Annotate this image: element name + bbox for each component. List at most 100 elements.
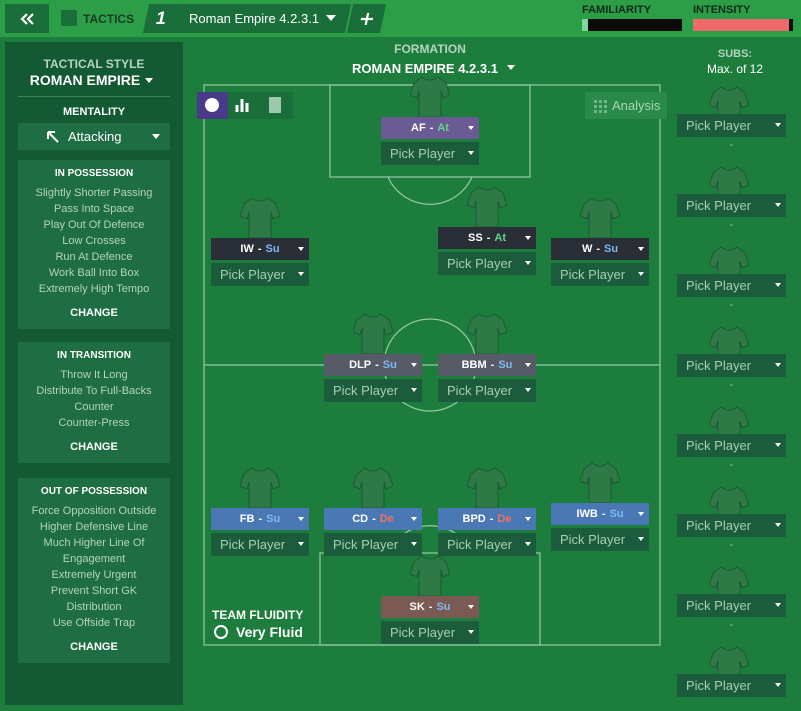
separator: - xyxy=(375,359,379,371)
instruction: Counter xyxy=(74,401,114,413)
pick-player[interactable]: Pick Player xyxy=(438,533,536,556)
top-bar: TACTICS 1 Roman Empire 4.2.3.1 FAMILIARI… xyxy=(0,0,801,37)
dropdown-arrow xyxy=(298,272,304,276)
instruction: Higher Defensive Line xyxy=(39,521,149,533)
dropdown-arrow xyxy=(638,537,644,541)
pick-player[interactable]: Pick Player xyxy=(438,379,536,402)
pick-player[interactable]: Pick Player xyxy=(211,263,309,286)
change-button[interactable]: CHANGE xyxy=(70,307,118,319)
duty: Su xyxy=(266,513,281,525)
role-bar[interactable]: SK - Su xyxy=(381,596,479,618)
tactics-icon xyxy=(61,10,77,26)
pick-player[interactable]: Pick Player xyxy=(551,528,649,551)
instruction: Force Opposition Outside xyxy=(31,505,157,517)
instruction: Play Out Of Defence xyxy=(43,219,145,231)
change-button[interactable]: CHANGE xyxy=(70,441,118,453)
dropdown-arrow xyxy=(775,443,781,447)
duty: Su xyxy=(265,243,280,255)
dropdown-arrow xyxy=(468,605,474,609)
role-bar[interactable]: BPD - De xyxy=(438,508,536,530)
shirt xyxy=(353,313,393,355)
role-bar[interactable]: FB - Su xyxy=(211,508,309,530)
pick-player[interactable]: Pick Player xyxy=(677,434,786,457)
sub-note: - xyxy=(729,139,734,151)
instruction: Pass Into Space xyxy=(53,203,135,215)
intensity-label: INTENSITY xyxy=(693,4,751,16)
fluidity-icon xyxy=(214,625,228,639)
sub-note: - xyxy=(729,379,734,391)
shirt xyxy=(467,186,507,228)
sub-note: - xyxy=(729,539,734,551)
add-tactic-button[interactable] xyxy=(346,4,387,33)
role-bar[interactable]: BBM - Su xyxy=(438,354,536,376)
pick-player[interactable]: Pick Player xyxy=(381,621,479,644)
tactic-name: Roman Empire 4.2.3.1 xyxy=(189,11,320,26)
left-panel: TACTICAL STYLE ROMAN EMPIRE MENTALITY At… xyxy=(5,42,183,705)
back-icon xyxy=(20,12,34,25)
mentality-icon xyxy=(47,131,59,143)
style-name[interactable]: ROMAN EMPIRE xyxy=(29,72,141,88)
sub-note: - xyxy=(729,459,734,471)
role-bar[interactable]: AF - At xyxy=(381,117,479,139)
separator: - xyxy=(596,243,600,255)
dropdown-arrow xyxy=(298,517,304,521)
stats-icon[interactable] xyxy=(235,98,251,112)
formation-name[interactable]: ROMAN EMPIRE 4.2.3.1 xyxy=(352,61,498,76)
sub-note: - xyxy=(729,219,734,231)
dropdown-arrow xyxy=(411,517,417,521)
role: CD xyxy=(352,513,369,525)
instruction: Extremely High Tempo xyxy=(38,283,150,295)
role-bar[interactable]: IWB - Su xyxy=(551,503,649,525)
pick-player[interactable]: Pick Player xyxy=(438,252,536,275)
pick-player[interactable]: Pick Player xyxy=(677,674,786,697)
fluidity-value: Very Fluid xyxy=(236,624,303,640)
pick-player[interactable]: Pick Player xyxy=(677,194,786,217)
pick-player[interactable]: Pick Player xyxy=(324,379,422,402)
pick-player[interactable]: Pick Player xyxy=(677,114,786,137)
dropdown-arrow xyxy=(775,203,781,207)
shirt xyxy=(580,462,620,504)
duty: Su xyxy=(436,601,451,613)
mentality-select[interactable]: Attacking xyxy=(18,123,170,150)
pick-player[interactable]: Pick Player xyxy=(381,142,479,165)
duty: Su xyxy=(604,243,619,255)
pick-player[interactable]: Pick Player xyxy=(677,354,786,377)
dropdown-arrow xyxy=(638,512,644,516)
shirt xyxy=(410,76,450,118)
role-bar[interactable]: SS - At xyxy=(438,227,536,249)
pitch-icon[interactable] xyxy=(269,97,281,113)
duty: De xyxy=(497,513,512,525)
dropdown-arrow xyxy=(525,363,531,367)
role: IW xyxy=(240,243,254,255)
top-arc xyxy=(387,176,473,205)
subs-limit: Max. of 12 xyxy=(706,62,764,76)
pick-player[interactable]: Pick Player xyxy=(551,263,649,286)
instruction: Use Offside Trap xyxy=(52,617,136,629)
role-bar[interactable]: CD - De xyxy=(324,508,422,530)
role-bar[interactable]: DLP - Su xyxy=(324,354,422,376)
pick-player[interactable]: Pick Player xyxy=(677,514,786,537)
dropdown-arrow xyxy=(638,247,644,251)
style-arrow xyxy=(145,78,153,83)
change-button[interactable]: CHANGE xyxy=(70,641,118,653)
tab-label[interactable]: TACTICS xyxy=(83,12,135,26)
duty: Su xyxy=(498,359,513,371)
intensity-fill xyxy=(693,19,789,31)
pick-player[interactable]: Pick Player xyxy=(677,594,786,617)
analysis-button[interactable]: Analysis xyxy=(585,92,667,119)
instruction: Distribute To Full-Backs xyxy=(36,385,152,397)
dropdown-arrow xyxy=(468,151,474,155)
role: BBM xyxy=(461,359,487,371)
instruction: Extremely Urgent xyxy=(51,569,137,581)
back-button[interactable] xyxy=(5,4,49,33)
role-bar[interactable]: W - Su xyxy=(551,238,649,260)
instruction: Much Higher Line Of Engagement xyxy=(43,537,145,565)
pick-player[interactable]: Pick Player xyxy=(324,533,422,556)
role: AF xyxy=(411,122,426,134)
pick-player[interactable]: Pick Player xyxy=(677,274,786,297)
role-bar[interactable]: IW - Su xyxy=(211,238,309,260)
pick-player[interactable]: Pick Player xyxy=(211,533,309,556)
fluidity-label: TEAM FLUIDITY xyxy=(212,608,304,622)
